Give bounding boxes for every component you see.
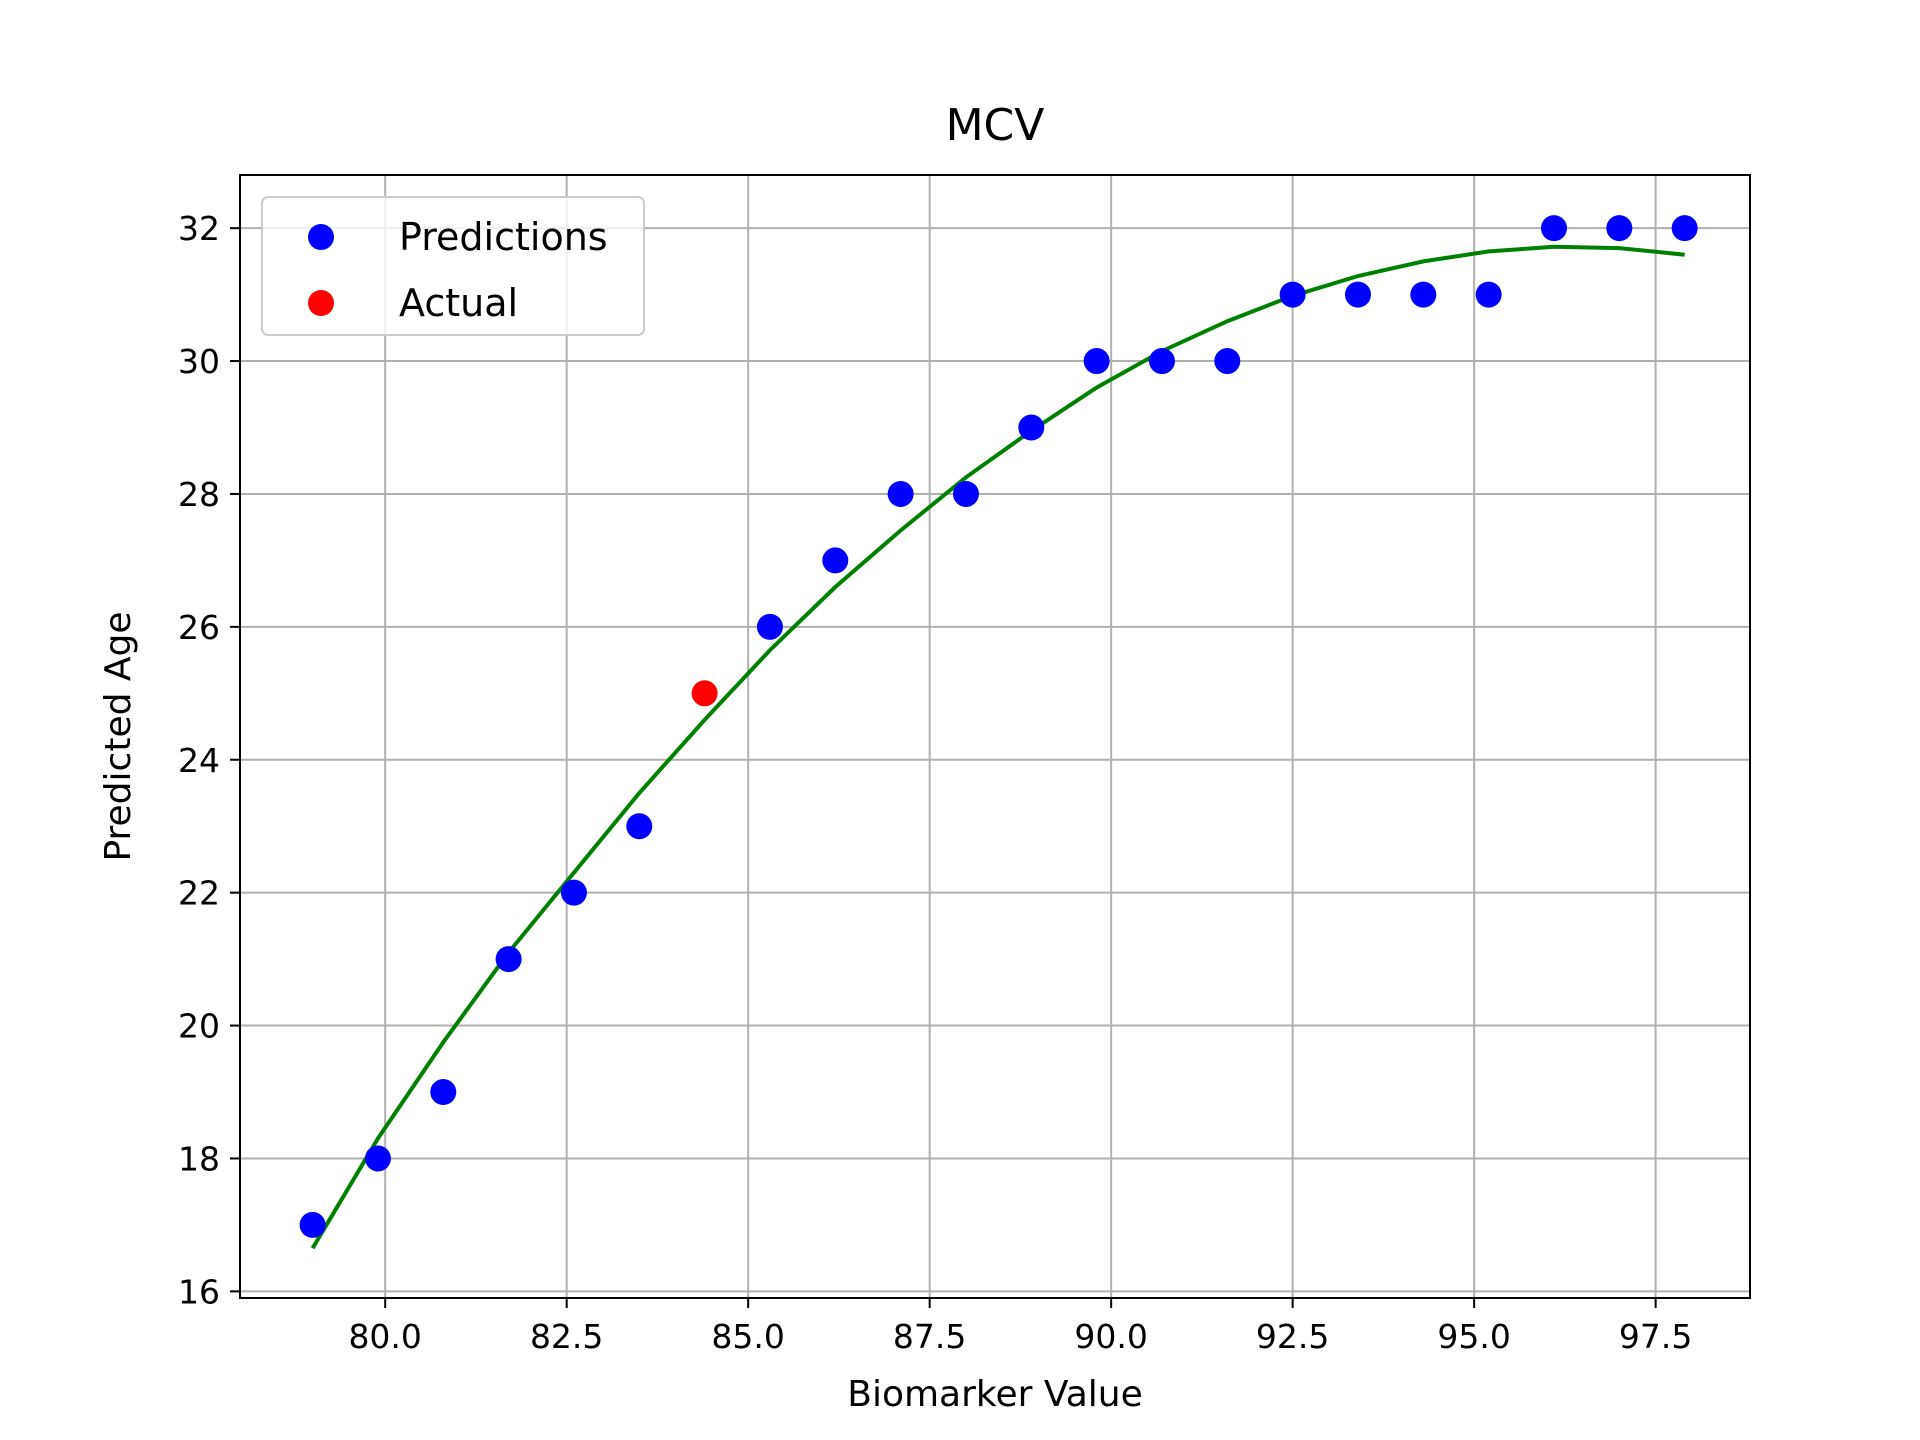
point-predictions [1279, 281, 1306, 308]
point-predictions [430, 1079, 457, 1106]
scatter-points-layer [299, 215, 1698, 1238]
point-predictions [364, 1145, 391, 1172]
y-tick-label: 22 [178, 874, 220, 913]
fit-line [310, 244, 1685, 1250]
point-predictions [1018, 414, 1045, 441]
fit-line-layer [310, 244, 1685, 1250]
x-tick-label: 80.0 [348, 1317, 421, 1356]
point-predictions [887, 480, 914, 507]
x-tick-label: 87.5 [893, 1317, 966, 1356]
y-tick-label: 30 [178, 342, 220, 381]
point-predictions [1344, 281, 1371, 308]
x-tick-label: 95.0 [1437, 1317, 1510, 1356]
point-predictions [626, 813, 653, 840]
y-tick-label: 24 [178, 741, 220, 780]
point-predictions [1540, 215, 1567, 242]
x-axis-label: Biomarker Value [847, 1374, 1142, 1415]
legend: Predictions Actual [261, 196, 645, 336]
point-predictions [1475, 281, 1502, 308]
point-predictions [952, 480, 979, 507]
point-predictions [1148, 348, 1175, 375]
y-tick-label: 18 [178, 1139, 220, 1178]
point-predictions [822, 547, 849, 574]
point-predictions [1214, 348, 1241, 375]
point-actual [691, 680, 718, 707]
point-predictions [299, 1211, 326, 1238]
y-tick-label: 16 [178, 1272, 220, 1311]
chart-title: MCV [946, 100, 1045, 151]
x-tick-label: 82.5 [530, 1317, 603, 1356]
x-tick-label: 90.0 [1074, 1317, 1147, 1356]
point-predictions [495, 946, 522, 973]
x-tick-label: 97.5 [1619, 1317, 1692, 1356]
point-predictions [1671, 215, 1698, 242]
legend-marker-predictions [308, 224, 334, 250]
grid-lines [240, 175, 1750, 1298]
x-tick-label: 92.5 [1256, 1317, 1329, 1356]
x-axis-ticks: 80.0 82.5 85.0 87.5 90.0 92.5 95.0 97.5 [348, 1298, 1692, 1356]
plot-frame [239, 174, 1751, 1299]
point-predictions [560, 879, 587, 906]
point-predictions [756, 613, 783, 640]
legend-marker-actual [308, 290, 334, 316]
y-tick-label: 28 [178, 475, 220, 514]
y-tick-label: 20 [178, 1007, 220, 1046]
y-axis-label: Predicted Age [98, 611, 139, 861]
legend-label-predictions: Predictions [399, 215, 608, 259]
y-tick-label: 26 [178, 608, 220, 647]
point-predictions [1083, 348, 1110, 375]
x-tick-label: 85.0 [711, 1317, 784, 1356]
legend-box [261, 196, 645, 336]
point-predictions [1410, 281, 1437, 308]
y-tick-label: 32 [178, 209, 220, 248]
legend-label-actual: Actual [399, 281, 518, 325]
point-predictions [1606, 215, 1633, 242]
y-axis-ticks: 16 18 20 22 24 26 28 30 32 [178, 209, 240, 1311]
